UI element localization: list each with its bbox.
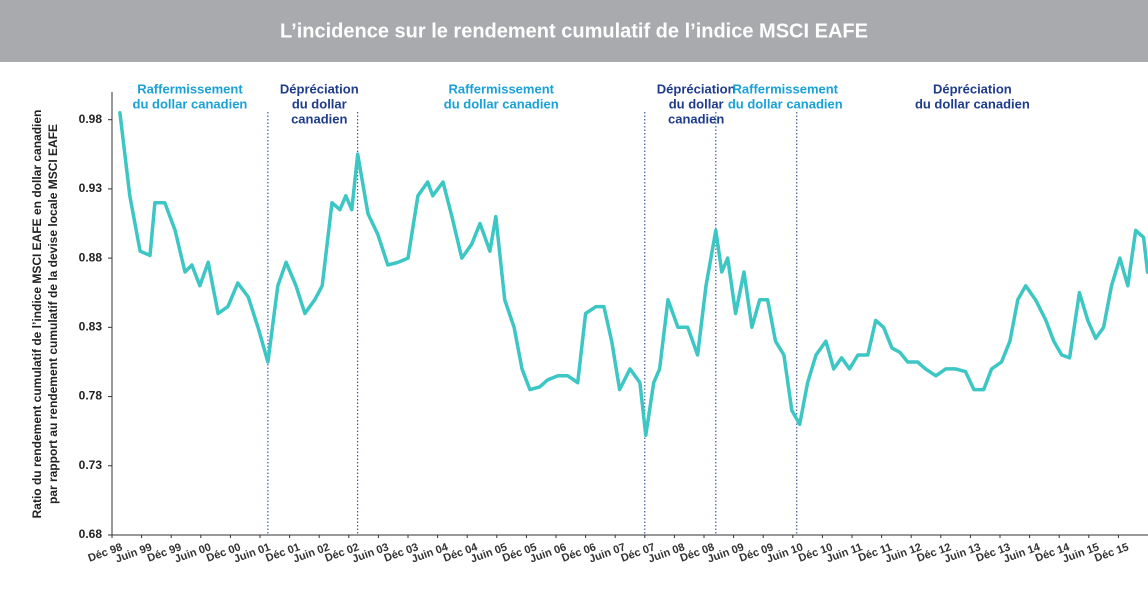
period-label: du dollar bbox=[292, 96, 347, 111]
x-tick-label: Déc 15 bbox=[1093, 541, 1130, 564]
y-tick-label: 0.83 bbox=[79, 320, 103, 334]
period-label: Raffermissement bbox=[733, 81, 839, 96]
y-tick-label: 0.68 bbox=[79, 527, 103, 541]
y-axis-label: par rapport au rendement cumulatif de la… bbox=[46, 124, 60, 504]
period-label: du dollar bbox=[669, 96, 724, 111]
chart-title: L’incidence sur le rendement cumulatif d… bbox=[280, 20, 868, 42]
period-label: Dépréciation bbox=[933, 81, 1012, 96]
y-axis-label: Ratio du rendement cumulatif de l’indice… bbox=[30, 110, 44, 519]
data-line bbox=[118, 111, 1148, 438]
period-label: Dépréciation bbox=[280, 81, 359, 96]
y-tick-label: 0.88 bbox=[79, 250, 103, 264]
period-label: du dollar canadien bbox=[728, 96, 843, 111]
period-label: Raffermissement bbox=[448, 81, 554, 96]
y-tick-label: 0.78 bbox=[79, 389, 103, 403]
period-label: Dépréciation bbox=[657, 81, 736, 96]
y-tick-label: 0.93 bbox=[79, 181, 103, 195]
y-tick-label: 0.98 bbox=[79, 112, 103, 126]
period-label: canadien bbox=[668, 111, 724, 126]
title-bar bbox=[0, 0, 1148, 62]
period-label: du dollar canadien bbox=[444, 96, 559, 111]
period-label: canadien bbox=[291, 111, 347, 126]
y-tick-label: 0.73 bbox=[79, 458, 103, 472]
period-label: Raffermissement bbox=[137, 81, 243, 96]
period-label: du dollar canadien bbox=[915, 96, 1030, 111]
period-label: du dollar canadien bbox=[133, 96, 248, 111]
